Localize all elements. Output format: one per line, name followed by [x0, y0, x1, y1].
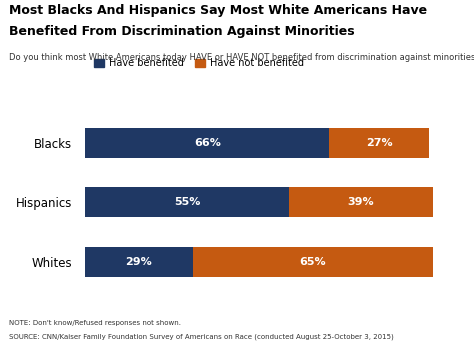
Text: SOURCE: CNN/Kaiser Family Foundation Survey of Americans on Race (conducted Augu: SOURCE: CNN/Kaiser Family Foundation Sur…	[9, 334, 394, 340]
Bar	[192, 247, 433, 277]
Text: 39%: 39%	[347, 197, 374, 207]
Text: 65%: 65%	[300, 257, 326, 267]
Text: 66%: 66%	[194, 138, 221, 148]
Legend: Have benefited, Have not benefited: Have benefited, Have not benefited	[90, 54, 308, 72]
Text: Most Blacks And Hispanics Say Most White Americans Have: Most Blacks And Hispanics Say Most White…	[9, 4, 428, 17]
Text: 55%: 55%	[174, 197, 200, 207]
Bar	[85, 128, 329, 158]
Text: NOTE: Don't know/Refused responses not shown.: NOTE: Don't know/Refused responses not s…	[9, 320, 182, 326]
Text: Benefited From Discrimination Against Minorities: Benefited From Discrimination Against Mi…	[9, 25, 355, 38]
Bar	[289, 187, 433, 217]
Text: 27%: 27%	[366, 138, 392, 148]
Bar	[85, 187, 289, 217]
Text: Do you think most White Americans today HAVE or HAVE NOT benefited from discrimi: Do you think most White Americans today …	[9, 53, 474, 62]
Bar	[329, 128, 429, 158]
Bar	[85, 247, 192, 277]
Text: 29%: 29%	[126, 257, 152, 267]
